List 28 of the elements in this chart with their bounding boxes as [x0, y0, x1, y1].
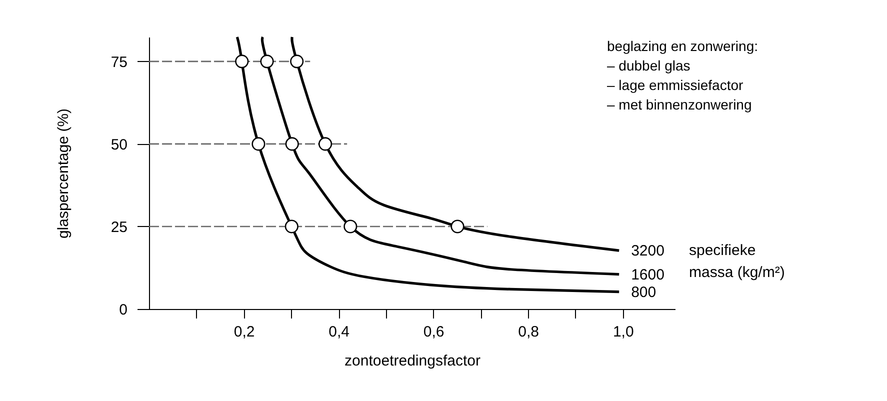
y-tick-label: 25 [110, 218, 128, 236]
x-tick-label: 0,2 [234, 324, 255, 340]
point [235, 54, 249, 68]
point [260, 54, 274, 68]
x-tick-label: 0,6 [423, 324, 444, 340]
y-axis-title: glaspercentage (%) [54, 108, 72, 239]
point [290, 54, 304, 68]
y-tick-label: 0 [119, 302, 128, 318]
annotation: – met binnenzonwering [607, 96, 752, 112]
x-tick-label: 0,4 [328, 324, 350, 340]
point [450, 220, 464, 234]
series-label: 800 [631, 284, 656, 301]
point [284, 220, 298, 234]
point [344, 220, 358, 234]
point [252, 137, 266, 151]
annotation: – dubbel glas [607, 58, 690, 74]
point [318, 137, 332, 151]
x-axis-title: zontoetredingsfactor [344, 352, 480, 370]
y-tick-label: 75 [110, 54, 128, 71]
x-tick-label: 1,0 [612, 324, 634, 340]
y-tick-label: 50 [110, 136, 128, 154]
legend-title: specifieke massa (kg/m²) [689, 242, 785, 281]
annotation: – lage emmissiefactor [607, 77, 744, 93]
series-label: 3200 [631, 242, 664, 260]
series-label: 1600 [631, 266, 664, 284]
annotation: beglazing en zonwering: [607, 38, 758, 54]
x-tick-label: 0,8 [518, 324, 540, 340]
point [285, 137, 299, 151]
